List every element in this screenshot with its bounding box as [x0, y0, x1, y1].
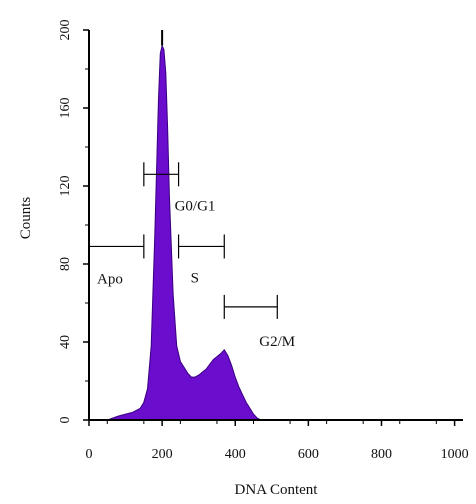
x-tick-label: 0: [86, 447, 93, 462]
y-tick-label: 80: [58, 257, 73, 271]
x-tick-label: 800: [371, 447, 392, 462]
gates-layer: Apo G0/G1 S G2/M: [88, 162, 295, 350]
gate-label: G2/M: [259, 334, 295, 350]
y-tick-label: 40: [58, 335, 73, 349]
y-tick-label: 200: [58, 20, 73, 41]
axes-layer: 0 200 400 600 800 1000 0 40 80 120 160 200: [58, 20, 469, 463]
gate-label: Apo: [97, 271, 123, 287]
x-tick-label: 1000: [441, 447, 469, 462]
gate-label: G0/G1: [175, 198, 216, 214]
x-tick-label: 400: [225, 447, 246, 462]
y-axis-title: Counts: [18, 197, 34, 240]
y-tick-label: 0: [58, 417, 73, 424]
x-tick-label: 600: [298, 447, 319, 462]
x-axis-title: DNA Content: [235, 482, 319, 498]
gate-label: S: [191, 270, 199, 286]
x-tick-label: 200: [152, 447, 173, 462]
y-tick-label: 120: [58, 176, 73, 197]
plot-area: [107, 30, 262, 421]
histogram-area: [107, 44, 262, 421]
y-tick-label: 160: [58, 98, 73, 119]
